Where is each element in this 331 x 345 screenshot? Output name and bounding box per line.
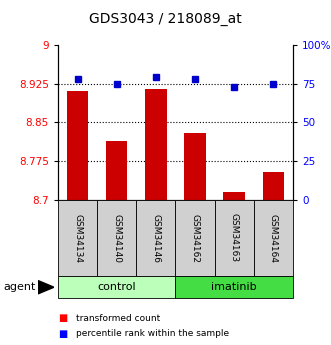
Bar (262, 171, 284, 200)
Bar (223, 193, 245, 200)
Polygon shape (38, 280, 54, 294)
Text: percentile rank within the sample: percentile rank within the sample (76, 329, 229, 338)
Text: GSM34163: GSM34163 (230, 214, 239, 263)
Text: ■: ■ (58, 313, 67, 323)
Text: GSM34134: GSM34134 (73, 214, 82, 263)
Bar (145, 89, 166, 200)
Text: transformed count: transformed count (76, 314, 161, 323)
Text: GSM34162: GSM34162 (191, 214, 200, 263)
Bar (106, 141, 127, 200)
Text: ■: ■ (58, 329, 67, 338)
Text: imatinib: imatinib (212, 282, 257, 292)
Text: GDS3043 / 218089_at: GDS3043 / 218089_at (89, 12, 242, 26)
Text: GSM34146: GSM34146 (151, 214, 160, 263)
Bar (67, 91, 88, 200)
Text: agent: agent (3, 282, 36, 292)
Text: GSM34164: GSM34164 (269, 214, 278, 263)
Bar (184, 133, 206, 200)
Text: GSM34140: GSM34140 (112, 214, 121, 263)
Text: control: control (97, 282, 136, 292)
